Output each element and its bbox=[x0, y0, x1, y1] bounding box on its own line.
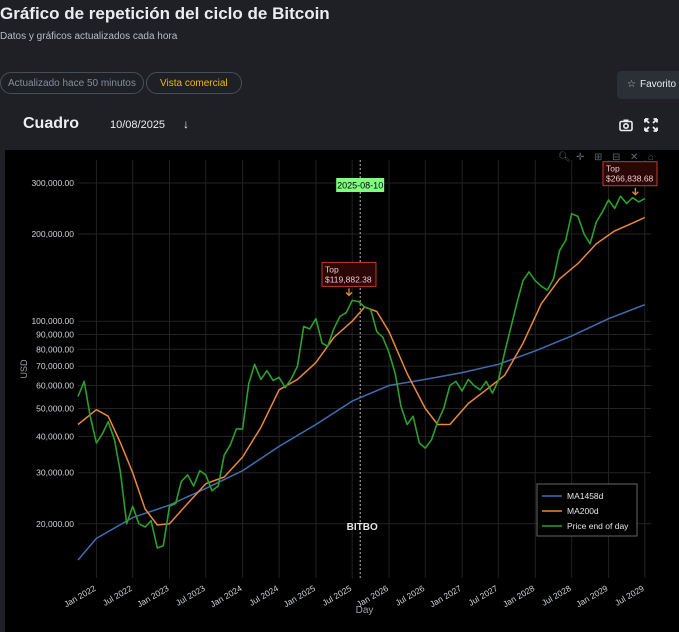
top-annotation-box bbox=[602, 161, 658, 187]
home-icon[interactable]: ⌂ bbox=[648, 152, 655, 163]
x-tick-label: Jul 2022 bbox=[101, 583, 134, 608]
current-date-label: 2025-08-10 bbox=[337, 181, 383, 191]
top-annotation-value: $266,838.68 bbox=[606, 174, 654, 184]
x-tick-label: Jul 2028 bbox=[540, 583, 573, 608]
y-tick-label: 80,000.00 bbox=[36, 344, 74, 354]
x-tick-label: Jan 2027 bbox=[428, 583, 464, 609]
pan-icon[interactable]: ✛ bbox=[576, 152, 585, 163]
commercial-view-button[interactable]: Vista comercial bbox=[146, 72, 242, 94]
current-date-badge bbox=[336, 178, 385, 192]
top-annotation-title: Top bbox=[325, 264, 339, 274]
y-tick-label: 30,000.00 bbox=[36, 468, 74, 478]
y-axis-label: USD bbox=[19, 359, 29, 379]
y-tick-label: 300,000.00 bbox=[31, 178, 74, 188]
x-tick-label: Jul 2023 bbox=[174, 583, 207, 608]
page-title: Gráfico de repetición del ciclo de Bitco… bbox=[0, 4, 330, 23]
x-tick-label: Jan 2024 bbox=[208, 583, 244, 609]
legend-label: Price end of day bbox=[567, 521, 629, 531]
star-icon: ☆ bbox=[627, 79, 636, 90]
x-axis-label: Day bbox=[356, 605, 374, 616]
x-tick-label: Jul 2026 bbox=[393, 583, 426, 608]
x-tick-label: Jan 2023 bbox=[135, 583, 171, 609]
brand-watermark: BITBO bbox=[347, 522, 378, 533]
camera-icon[interactable] bbox=[619, 118, 633, 132]
x-tick-label: Jul 2029 bbox=[613, 583, 646, 608]
zoom-in-icon[interactable]: ⊞ bbox=[594, 152, 603, 163]
y-tick-label: 90,000.00 bbox=[36, 329, 74, 339]
fullscreen-icon[interactable] bbox=[644, 118, 658, 132]
updated-badge: Actualizado hace 50 minutos bbox=[0, 72, 144, 94]
zoom-out-icon[interactable]: ⊟ bbox=[612, 152, 621, 163]
y-tick-label: 20,000.00 bbox=[36, 519, 74, 529]
x-tick-label: Jan 2028 bbox=[501, 583, 537, 609]
series-line-price-end-of-day bbox=[77, 195, 646, 549]
y-tick-label: 50,000.00 bbox=[36, 403, 74, 413]
top-annotation-box bbox=[321, 261, 377, 287]
tab-chart[interactable]: Cuadro bbox=[23, 115, 79, 132]
legend-label: MA1458d bbox=[567, 491, 604, 501]
top-annotation-arrow bbox=[631, 187, 639, 196]
x-tick-label: Jan 2022 bbox=[62, 583, 98, 609]
zoom-icon[interactable]: 🔍︎ bbox=[558, 152, 571, 163]
top-annotation-arrow bbox=[345, 288, 353, 297]
cycle-chart: 20,000.00 30,000.00 40,000.00 50,000.00 60,0… bbox=[19, 160, 658, 616]
top-annotation-title: Top bbox=[606, 164, 620, 174]
x-tick-label: Jul 2027 bbox=[467, 583, 500, 608]
series-line-ma200d bbox=[77, 216, 646, 526]
page-subtitle: Datos y gráficos actualizados cada hora bbox=[0, 31, 178, 42]
x-tick-label: Jul 2024 bbox=[247, 583, 280, 608]
arrow-down-icon[interactable]: ↓ bbox=[183, 117, 189, 131]
x-tick-label: Jan 2029 bbox=[574, 583, 610, 609]
favorite-button[interactable]: ☆ Favorito bbox=[617, 71, 679, 99]
y-tick-label: 40,000.00 bbox=[36, 432, 74, 442]
top-annotation-value: $119,882.38 bbox=[325, 274, 372, 284]
y-tick-label: 200,000.00 bbox=[31, 229, 74, 239]
series-line-ma1458d bbox=[77, 304, 646, 561]
legend-box bbox=[536, 483, 638, 537]
y-tick-label: 60,000.00 bbox=[36, 381, 74, 391]
date-picker[interactable]: 10/08/2025 bbox=[110, 119, 166, 131]
x-tick-label: Jan 2025 bbox=[282, 583, 318, 609]
favorite-label: Favorito bbox=[639, 79, 677, 90]
x-tick-label: Jul 2025 bbox=[320, 583, 353, 608]
y-tick-label: 100,000.00 bbox=[31, 316, 74, 326]
y-tick-label: 70,000.00 bbox=[36, 361, 74, 371]
chart-container: 20,000.00 30,000.00 40,000.00 50,000.00 60,0… bbox=[5, 150, 679, 632]
reset-icon[interactable]: ✕ bbox=[630, 152, 639, 163]
legend-label: MA200d bbox=[567, 506, 599, 516]
